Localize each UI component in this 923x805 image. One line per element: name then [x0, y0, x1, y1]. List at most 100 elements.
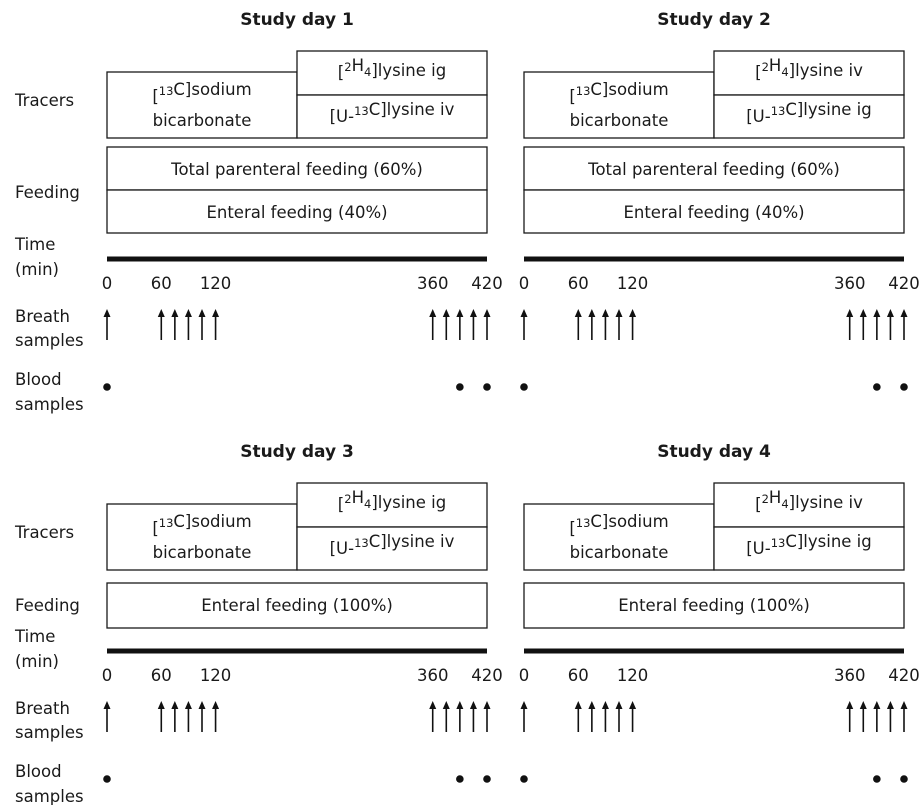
breath-sample-arrowhead	[846, 701, 854, 709]
breath-sample-arrowhead	[574, 309, 582, 317]
tracer-bicarbonate-box	[106, 71, 298, 139]
breath-sample-arrowhead	[198, 701, 206, 709]
row-label-time: Time	[14, 235, 55, 254]
breath-sample-arrowhead	[588, 701, 596, 709]
breath-sample-arrowhead	[442, 701, 450, 709]
breath-sample-arrowhead	[520, 309, 528, 317]
row-labels-1: Tracers Feeding Time (min) Breath samples Bloo…	[14, 91, 84, 414]
tracer-lysine-top: [2H4]lysine ig	[338, 56, 446, 82]
breath-sample-arrowhead	[456, 309, 464, 317]
blood-sample-dot	[520, 775, 528, 783]
time-tick-label: 360	[417, 666, 449, 685]
breath-sample-arrowhead	[198, 309, 206, 317]
time-tick-label: 0	[102, 274, 113, 293]
feeding-parenteral-label: Total parenteral feeding (60%)	[587, 160, 840, 179]
row-label-blood-samples: samples	[15, 787, 84, 805]
study-panel-4: Study day 4 [13C]sodium bicarbonate [2H4]ly…	[519, 442, 920, 783]
feeding-enteral-box	[106, 582, 488, 629]
time-tick-label: 120	[617, 666, 649, 685]
tracer-lysine-top-box	[296, 50, 488, 96]
breath-sample-arrowhead	[171, 309, 179, 317]
tracer-lysine-bottom: [U-13C]lysine ig	[746, 532, 872, 558]
feeding-enteral-label: Enteral feeding (40%)	[623, 203, 804, 222]
tracer-lysine-bottom: [U-13C]lysine ig	[746, 100, 872, 126]
panel-title: Study day 4	[657, 442, 771, 462]
row-label-breath: Breath	[15, 699, 70, 718]
blood-sample-dot	[483, 383, 491, 391]
panel-title: Study day 2	[657, 10, 771, 30]
breath-sample-arrowhead	[601, 701, 609, 709]
tracer-bicarbonate-line1: [13C]sodium	[569, 80, 668, 106]
feeding-enteral-label: Enteral feeding (100%)	[201, 596, 393, 615]
study-panel-1: Study day 1 [13C]sodium bicarbonate [2H4]ly…	[102, 10, 503, 391]
breath-sample-arrowhead	[588, 309, 596, 317]
breath-sample-arrowhead	[574, 701, 582, 709]
row-label-blood-samples: samples	[15, 395, 84, 414]
row-label-time-unit: (min)	[15, 260, 59, 279]
tracer-bicarbonate-line1: [13C]sodium	[569, 512, 668, 538]
breath-sample-arrowhead	[483, 701, 491, 709]
feeding-enteral-box	[106, 189, 488, 234]
breath-sample-arrowhead	[873, 701, 881, 709]
row-label-feeding: Feeding	[15, 183, 80, 202]
feeding-enteral-box	[523, 189, 905, 234]
breath-sample-arrowhead	[859, 701, 867, 709]
tracer-lysine-top-box	[296, 482, 488, 528]
tracer-lysine-bottom-box	[713, 94, 905, 139]
breath-sample-arrowhead	[873, 309, 881, 317]
breath-sample-arrowhead	[171, 701, 179, 709]
panel-title: Study day 3	[240, 442, 354, 462]
row-label-blood: Blood	[15, 762, 62, 781]
blood-sample-dot	[103, 775, 111, 783]
breath-sample-arrowhead	[184, 309, 192, 317]
row-label-tracers: Tracers	[14, 91, 74, 110]
time-tick-label: 420	[888, 666, 920, 685]
breath-sample-arrowhead	[483, 309, 491, 317]
tracer-lysine-bottom-box	[713, 526, 905, 571]
breath-sample-arrowhead	[157, 701, 165, 709]
tracer-lysine-bottom-box	[296, 526, 488, 571]
tracer-lysine-top-box	[713, 50, 905, 96]
row-label-breath: Breath	[15, 307, 70, 326]
breath-sample-arrowhead	[629, 701, 637, 709]
time-tick-label: 60	[151, 274, 172, 293]
tracer-bicarbonate-box	[523, 503, 715, 571]
tracer-bicarbonate-line2: bicarbonate	[153, 111, 252, 130]
time-tick-label: 360	[834, 666, 866, 685]
row-label-time: Time	[14, 627, 55, 646]
breath-sample-arrowhead	[456, 701, 464, 709]
time-tick-label: 120	[200, 274, 232, 293]
blood-sample-dot	[900, 775, 908, 783]
time-tick-label: 360	[834, 274, 866, 293]
breath-sample-arrowhead	[429, 309, 437, 317]
blood-sample-dot	[456, 383, 464, 391]
tracer-lysine-bottom-box	[296, 94, 488, 139]
breath-sample-arrowhead	[212, 309, 220, 317]
feeding-enteral-label: Enteral feeding (100%)	[618, 596, 810, 615]
breath-sample-arrowhead	[520, 701, 528, 709]
breath-sample-arrowhead	[900, 701, 908, 709]
breath-sample-arrowhead	[615, 701, 623, 709]
panel-title: Study day 1	[240, 10, 354, 30]
study-panel-2: Study day 2 [13C]sodium bicarbonate [2H4]ly…	[519, 10, 920, 391]
breath-sample-arrowhead	[900, 309, 908, 317]
breath-sample-arrowhead	[859, 309, 867, 317]
breath-sample-arrowhead	[212, 701, 220, 709]
breath-sample-arrowhead	[469, 701, 477, 709]
breath-sample-arrowhead	[886, 309, 894, 317]
breath-sample-arrowhead	[429, 701, 437, 709]
tracer-bicarbonate-box	[523, 71, 715, 139]
breath-sample-arrowhead	[157, 309, 165, 317]
breath-sample-arrowhead	[629, 309, 637, 317]
blood-sample-dot	[873, 775, 881, 783]
breath-sample-arrowhead	[886, 701, 894, 709]
time-tick-label: 60	[151, 666, 172, 685]
time-tick-label: 60	[568, 274, 589, 293]
tracer-bicarbonate-line1: [13C]sodium	[152, 80, 251, 106]
tracer-bicarbonate-line1: [13C]sodium	[152, 512, 251, 538]
tracer-lysine-top: [2H4]lysine iv	[755, 56, 863, 82]
time-tick-label: 60	[568, 666, 589, 685]
blood-sample-dot	[483, 775, 491, 783]
blood-sample-dot	[456, 775, 464, 783]
